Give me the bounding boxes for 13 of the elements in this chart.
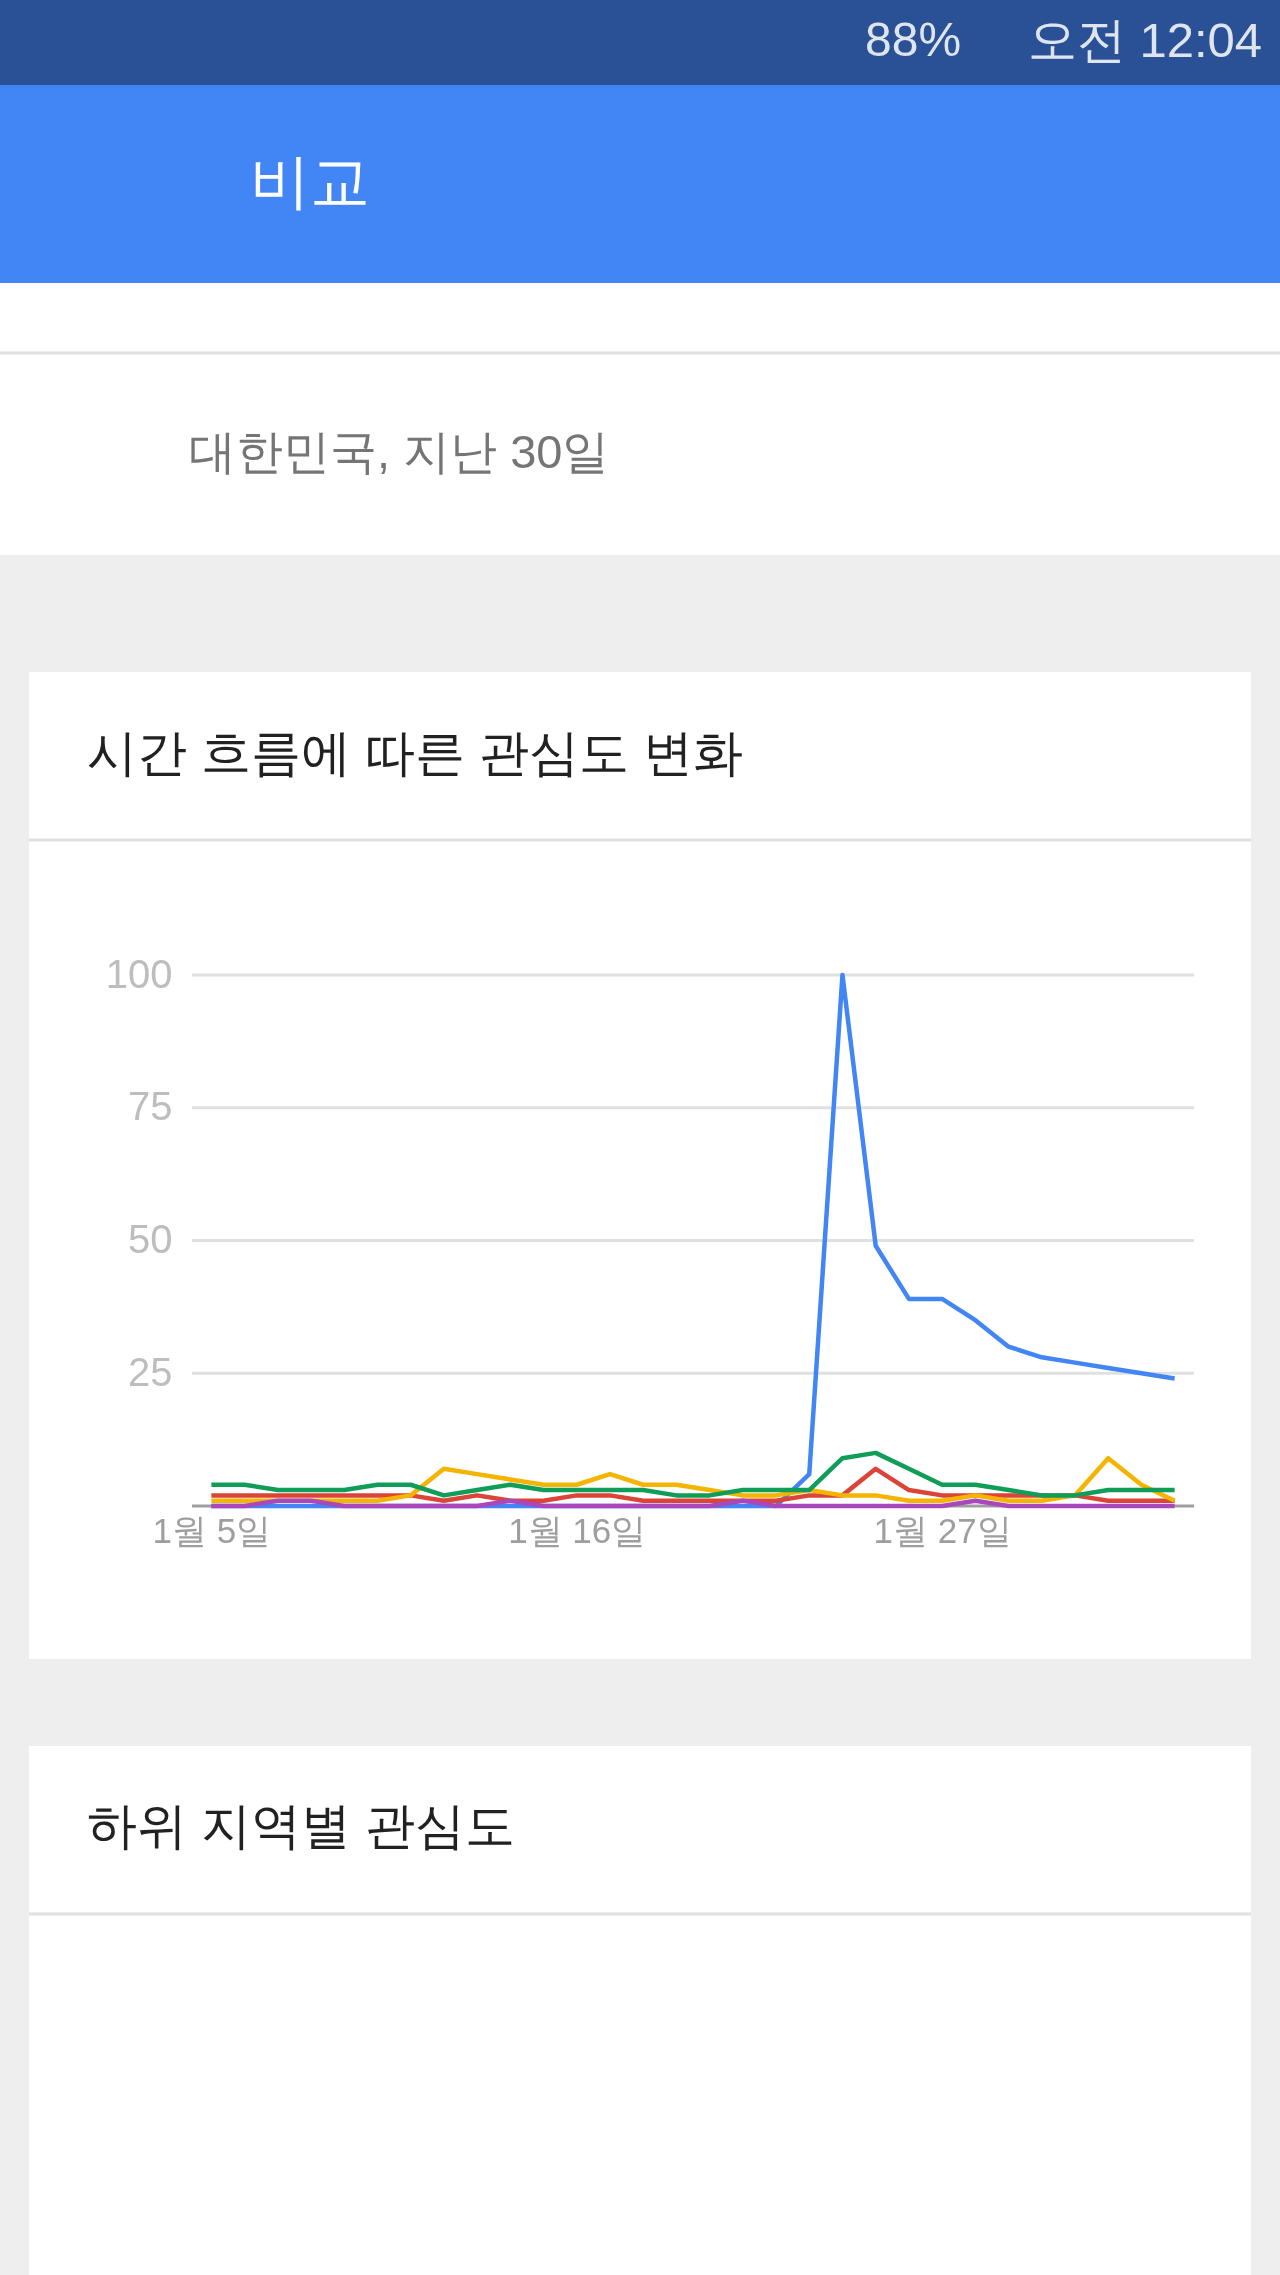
y-tick-label: 50: [128, 1217, 173, 1261]
text: 88%: [865, 13, 962, 66]
y-tick-label: 25: [128, 1349, 173, 1394]
x-tick-label: 1월 5일: [152, 1510, 272, 1550]
text: 하위 지역별 관심도: [87, 1798, 515, 1854]
text: 대한민국, 지난 30일: [189, 425, 610, 478]
chart-title: 시간 흐름에 따른 관심도 변화: [87, 725, 743, 781]
text: 오전 12:04: [1027, 13, 1262, 67]
y-tick-label: 100: [105, 951, 173, 996]
text: 비교: [250, 148, 370, 215]
y-tick-label: 75: [128, 1084, 173, 1129]
x-tick-label: 1월 27일: [873, 1510, 1012, 1550]
x-tick-label: 1월 16일: [508, 1510, 647, 1550]
